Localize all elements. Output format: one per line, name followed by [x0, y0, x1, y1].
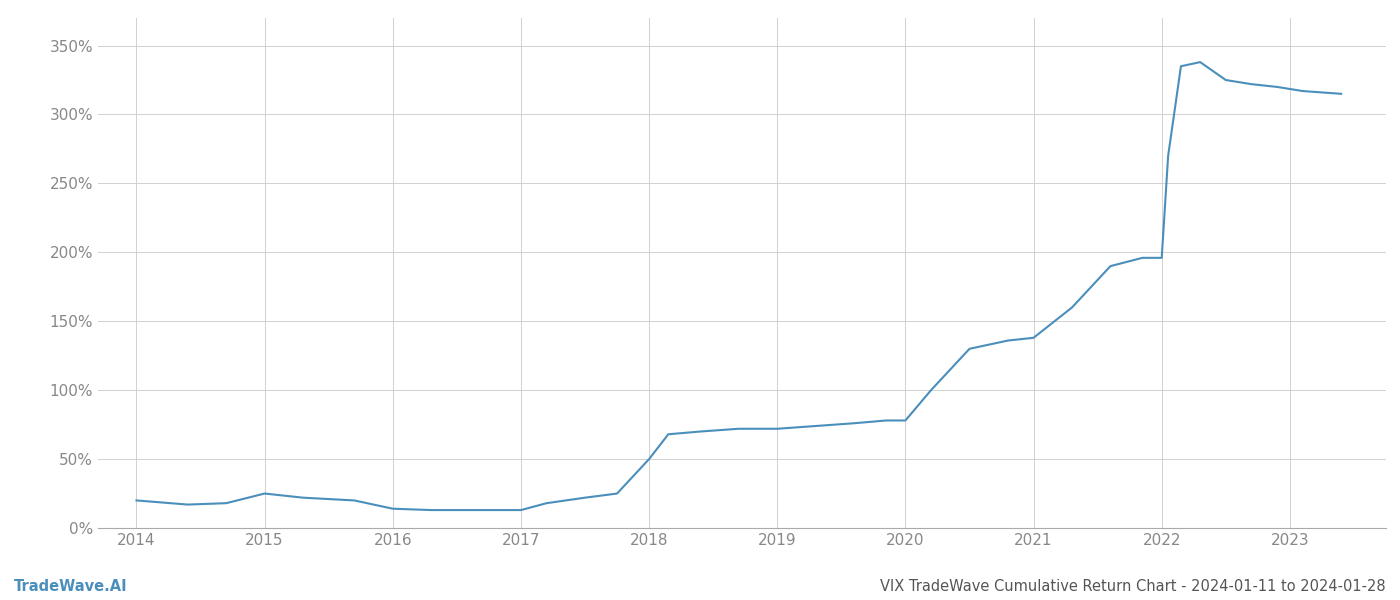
Text: VIX TradeWave Cumulative Return Chart - 2024-01-11 to 2024-01-28: VIX TradeWave Cumulative Return Chart - …	[881, 579, 1386, 594]
Text: TradeWave.AI: TradeWave.AI	[14, 579, 127, 594]
